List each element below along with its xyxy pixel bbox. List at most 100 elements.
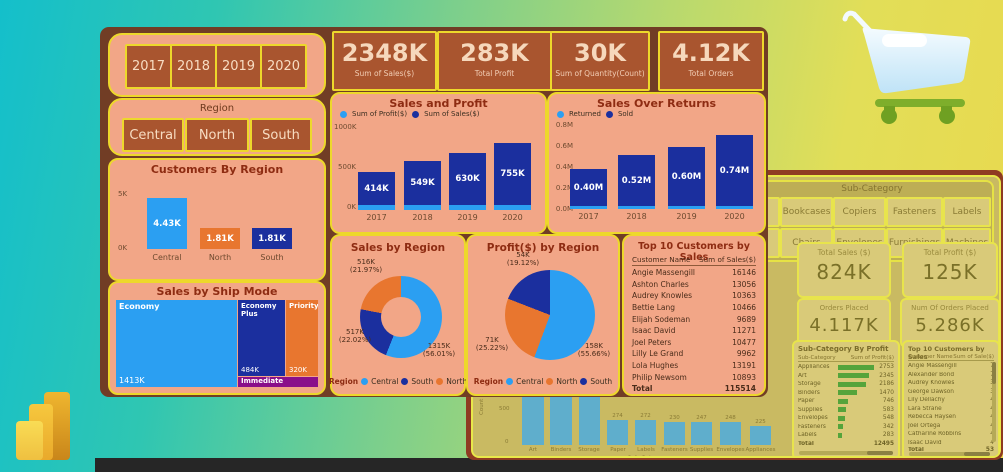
y-tick: 500 bbox=[499, 406, 510, 412]
y-tick: 0K bbox=[346, 203, 356, 211]
table-row: Ashton Charles 13056 bbox=[632, 279, 756, 289]
legend-dot-south bbox=[401, 378, 409, 385]
subcategory-by-profit-table: Sub-Category By Profit Sub-Category Sum … bbox=[792, 340, 900, 456]
bar-profit-2019[interactable] bbox=[449, 205, 486, 210]
region-button-south[interactable]: South bbox=[250, 118, 312, 152]
bar-labels[interactable] bbox=[635, 420, 656, 445]
bar-sales-2017[interactable]: 414K bbox=[358, 172, 395, 205]
sales-by-region-donut: Sales by Region 516K (21.97%) 517K (22.02%… bbox=[329, 234, 467, 396]
slice-label-central: 158K (55.66%) bbox=[577, 342, 611, 358]
region-button-central[interactable]: Central bbox=[122, 118, 184, 152]
treemap-tile-immediate[interactable]: Immediate bbox=[238, 377, 318, 387]
x-tick: Paper bbox=[610, 447, 626, 453]
chart-legend: Returned Sold bbox=[557, 110, 633, 118]
bar-profit-2017[interactable] bbox=[358, 205, 395, 210]
bar-returned-2018[interactable] bbox=[618, 206, 655, 209]
table-row: George Dawson3 bbox=[908, 388, 994, 395]
x-tick: 2017 bbox=[578, 212, 599, 221]
col-subcategory[interactable]: Sub-Category bbox=[798, 355, 836, 361]
subcategory-button-labels[interactable]: Labels bbox=[943, 197, 991, 227]
horizontal-scrollbar[interactable] bbox=[799, 451, 893, 455]
kpi-sum-of-sales: 2348K Sum of Sales($) bbox=[332, 31, 437, 91]
col-sum-of-sales[interactable]: Sum of Sales($) bbox=[699, 254, 756, 264]
bar-fasteners[interactable] bbox=[664, 422, 685, 445]
year-button-2019[interactable]: 2019 bbox=[215, 44, 262, 89]
table-row: Binders 1470 bbox=[798, 389, 894, 396]
table-row: Philip Newsom 10893 bbox=[632, 372, 756, 382]
table-row: Bettie Lang 10466 bbox=[632, 303, 756, 313]
x-tick: North bbox=[208, 253, 232, 262]
subcategory-button-fasteners[interactable]: Fasteners bbox=[886, 197, 943, 227]
table-row: Joel Ortega4 bbox=[908, 422, 994, 429]
table-header[interactable]: Customer Name Sum of Sale($) bbox=[908, 354, 994, 361]
col-sales[interactable]: Sum of Sale($) bbox=[953, 354, 994, 360]
chart-title: Sales Over Returns bbox=[596, 97, 716, 110]
bar-profit-2018[interactable] bbox=[404, 205, 441, 210]
slice-label-north: 71K (25.22%) bbox=[475, 336, 509, 352]
bar-central[interactable]: 4.43K bbox=[147, 198, 187, 249]
kpi-value: 2348K bbox=[341, 39, 428, 67]
bar-supplies[interactable] bbox=[691, 422, 712, 445]
x-tick: 2018 bbox=[412, 213, 433, 222]
bar-sales-2018[interactable]: 549K bbox=[404, 161, 441, 205]
subcategory-button-copiers[interactable]: Copiers bbox=[833, 197, 886, 227]
bar-paper[interactable] bbox=[607, 420, 628, 445]
col-profit[interactable]: Sum of Profit($) bbox=[850, 355, 894, 361]
x-tick: South bbox=[260, 253, 284, 262]
bar-sold-2017[interactable]: 0.40M bbox=[570, 169, 607, 206]
bar-binders[interactable] bbox=[550, 382, 572, 445]
kpi-label: Orders Placed bbox=[819, 304, 869, 312]
table-row: Angie Massengill 16146 bbox=[632, 268, 756, 278]
bar-envelopes[interactable] bbox=[720, 422, 741, 445]
bar-sold-2019[interactable]: 0.60M bbox=[668, 147, 705, 206]
subcategory-button-bookcases[interactable]: Bookcases bbox=[780, 197, 833, 227]
y-tick: 0.8M bbox=[555, 121, 573, 129]
table-header[interactable]: Sub-Category Sum of Profit($) bbox=[798, 355, 894, 362]
treemap-tile-economy[interactable]: Economy 1413K bbox=[116, 300, 237, 387]
table-row: Storage 2186 bbox=[798, 381, 894, 387]
bar-appliances[interactable] bbox=[750, 426, 771, 445]
bar-storage[interactable] bbox=[579, 382, 600, 445]
x-tick: Storage bbox=[578, 447, 600, 453]
horizontal-scrollbar[interactable] bbox=[909, 452, 990, 456]
bar-sold-2020[interactable]: 0.74M bbox=[716, 135, 753, 206]
chart-title: Sales and Profit bbox=[389, 97, 488, 110]
x-tick: Central bbox=[152, 253, 182, 262]
table-row: Envelopes 548 bbox=[798, 415, 894, 421]
region-button-north[interactable]: North bbox=[185, 118, 249, 152]
bar-returned-2020[interactable] bbox=[716, 206, 753, 209]
kpi-total-profit-back: Total Profit ($) 125K bbox=[902, 242, 998, 298]
top-customers-table: Top 10 Customers by Sales Customer Name … bbox=[622, 234, 766, 396]
pie-chart[interactable] bbox=[505, 270, 595, 360]
table-row: Rebecca Haysen4 bbox=[908, 414, 994, 420]
bar-north[interactable]: 1.81K bbox=[200, 228, 240, 249]
kpi-sum-of-quantity: 30K Sum of Quantity(Count) bbox=[550, 31, 650, 91]
bar-sales-2019[interactable]: 630K bbox=[449, 153, 486, 205]
bar-returned-2019[interactable] bbox=[668, 206, 705, 209]
col-customer[interactable]: Customer Name bbox=[908, 354, 953, 360]
treemap-tile-priority[interactable]: Priority 320K bbox=[286, 300, 318, 376]
power-bi-logo-icon bbox=[8, 390, 72, 460]
bar-profit-2020[interactable] bbox=[494, 205, 531, 210]
bottom-dark-bar bbox=[95, 458, 1003, 472]
year-button-2020[interactable]: 2020 bbox=[260, 44, 307, 89]
bar-sold-2018[interactable]: 0.52M bbox=[618, 155, 655, 206]
kpi-label: Total Orders bbox=[688, 69, 734, 78]
table-header[interactable]: Customer Name Sum of Sales($) bbox=[632, 253, 756, 266]
bar-south[interactable]: 1.81K bbox=[252, 228, 292, 249]
y-tick: 0K bbox=[118, 244, 128, 252]
year-button-2017[interactable]: 2017 bbox=[125, 44, 172, 89]
year-button-2018[interactable]: 2018 bbox=[170, 44, 217, 89]
col-customer-name[interactable]: Customer Name bbox=[632, 254, 691, 264]
vertical-scrollbar[interactable] bbox=[992, 362, 996, 442]
table-total-row: Total 115514 bbox=[632, 383, 756, 393]
table-row: Audrey Knowles 10363 bbox=[632, 291, 756, 301]
legend-dot-profit bbox=[340, 110, 347, 118]
treemap-tile-economy-plus[interactable]: Economy Plus 484K bbox=[238, 300, 285, 376]
bar-art[interactable] bbox=[522, 382, 544, 445]
customers-by-region-chart: Customers By Region 5K 0K 4.43K 1.81K 1.… bbox=[108, 158, 326, 281]
bar-sales-2020[interactable]: 755K bbox=[494, 143, 531, 205]
table-row: Catharine Robbins4 bbox=[908, 431, 994, 437]
bar-returned-2017[interactable] bbox=[570, 206, 607, 209]
x-tick: Appliances bbox=[745, 447, 776, 453]
